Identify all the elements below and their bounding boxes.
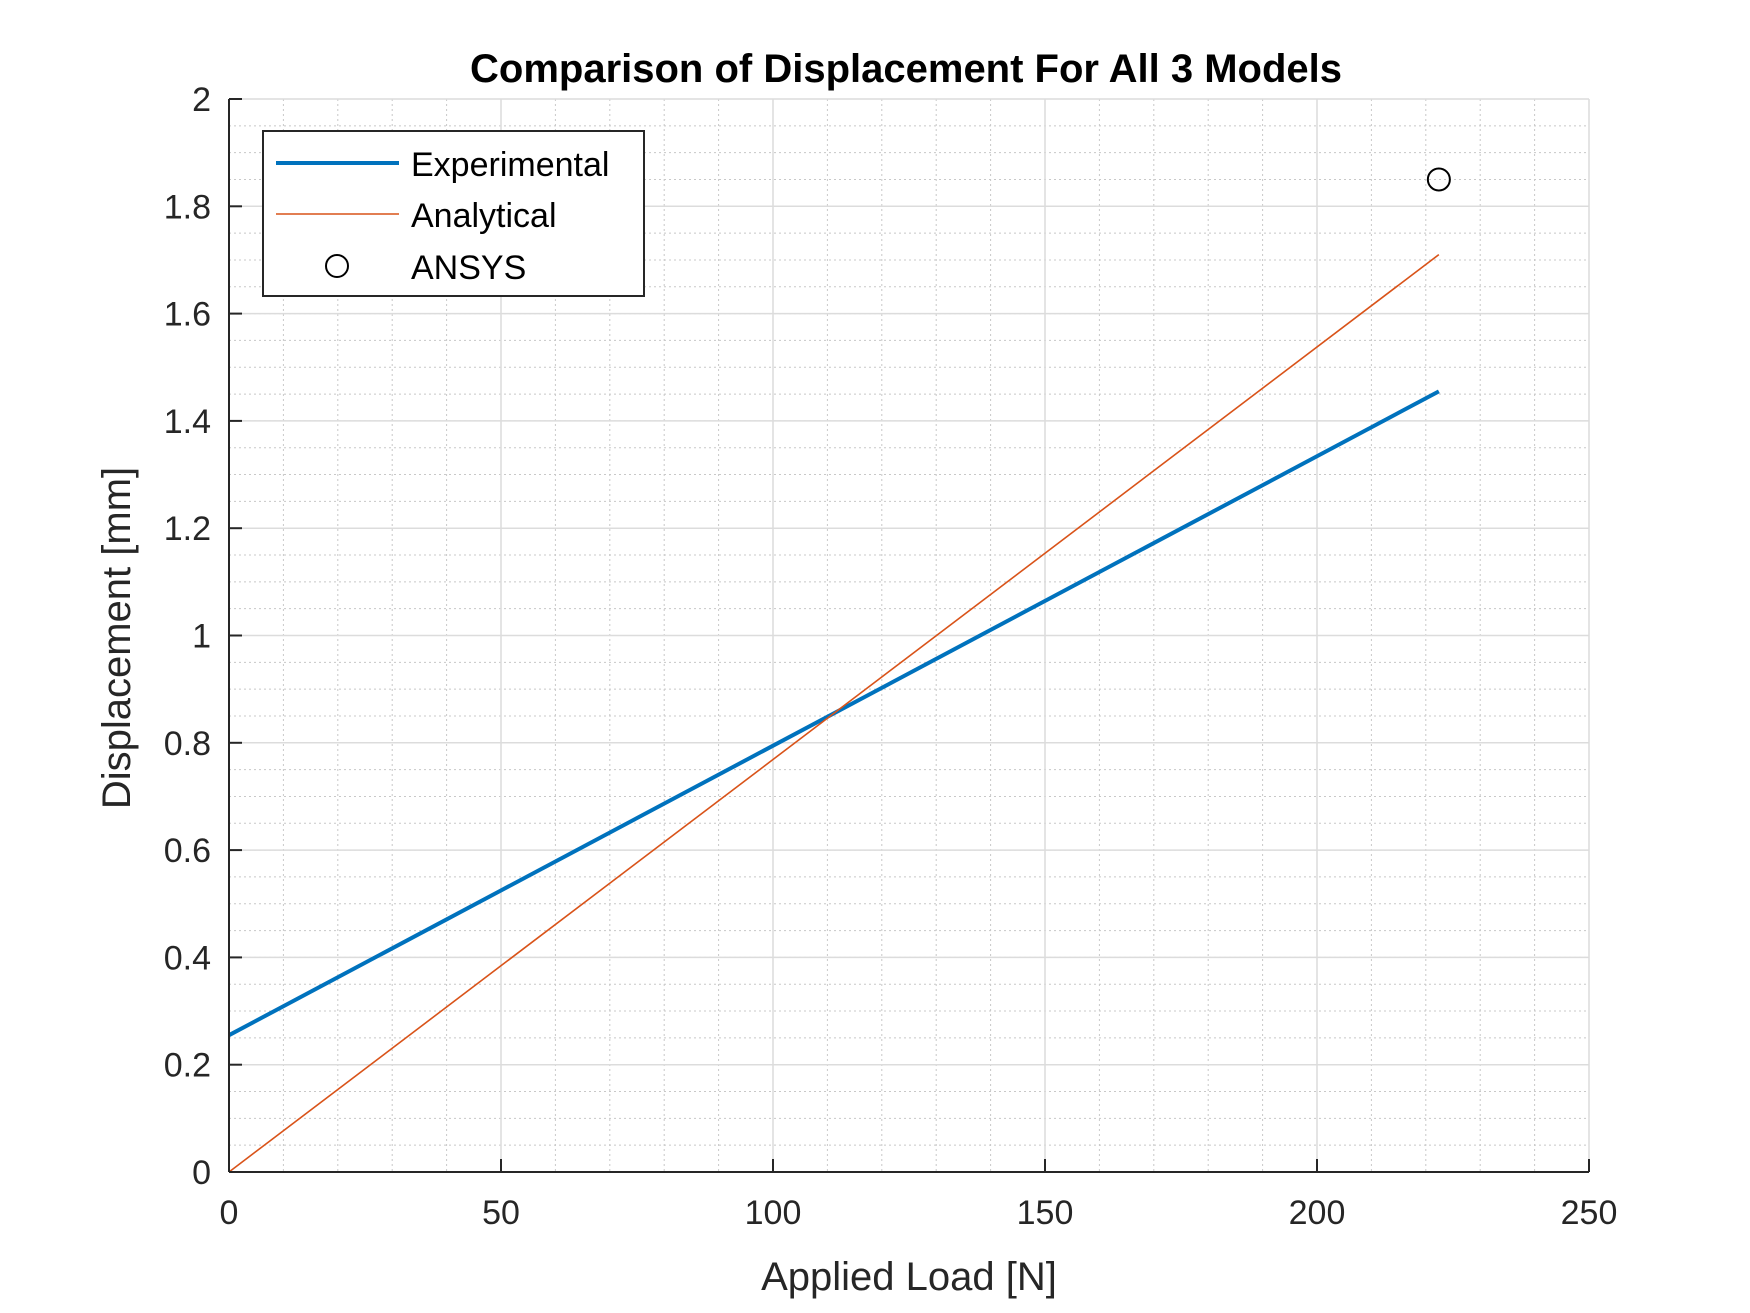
y-tick-label: 1.8 [164,188,211,226]
analytical-line [228,253,1440,1173]
x-tick-label: 250 [1561,1194,1618,1232]
legend-swatch-ansys [325,254,349,278]
ansys-point [1426,167,1451,192]
y-tick-label: 1 [192,618,211,656]
y-tick-label: 0.6 [164,832,211,870]
y-tick-label: 2 [192,81,211,119]
x-tick-label: 0 [220,1194,239,1232]
y-tick-label: 1.2 [164,510,211,548]
x-tick-label: 200 [1289,1194,1346,1232]
x-tick-label: 100 [745,1194,802,1232]
chart-title: Comparison of Displacement For All 3 Mod… [470,47,1342,91]
legend-label-experimental: Experimental [411,146,609,184]
x-tick-label: 50 [482,1194,520,1232]
series-layer [228,167,1451,1173]
x-axis-label: Applied Load [N] [761,1255,1057,1299]
legend: Experimental Analytical ANSYS [262,130,645,297]
x-tick-label: 150 [1017,1194,1074,1232]
y-tick-label: 0.8 [164,725,211,763]
y-tick-label: 0.4 [164,939,211,977]
legend-label-ansys: ANSYS [411,249,526,287]
axes-layer [228,98,1590,1173]
y-tick-label: 1.4 [164,403,211,441]
y-tick-label: 0.2 [164,1047,211,1085]
legend-label-analytical: Analytical [411,197,557,235]
y-axis-label: Displacement [mm] [95,467,139,809]
tick-labels: 0 50 100 150 200 250 0 0.2 0.4 0.6 0.8 1 1.2 1.4 1.6 1.… [164,81,1618,1232]
y-tick-label: 0 [192,1154,211,1192]
y-tick-label: 1.6 [164,296,211,334]
